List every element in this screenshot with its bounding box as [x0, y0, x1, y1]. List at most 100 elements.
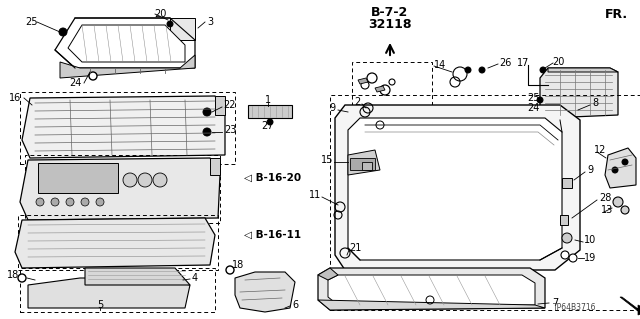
Text: 19: 19 — [584, 253, 596, 263]
Text: 4: 4 — [192, 273, 198, 283]
Text: 11: 11 — [309, 190, 321, 200]
Text: 16: 16 — [9, 93, 21, 103]
Circle shape — [561, 251, 569, 259]
Circle shape — [18, 274, 26, 282]
Polygon shape — [235, 272, 295, 312]
Text: 25: 25 — [26, 17, 38, 27]
Polygon shape — [540, 68, 618, 118]
Polygon shape — [85, 268, 190, 285]
Text: 15: 15 — [321, 155, 333, 165]
Text: 5: 5 — [97, 300, 103, 310]
Polygon shape — [68, 25, 185, 62]
Text: FR.: FR. — [605, 8, 628, 20]
Text: 17: 17 — [517, 58, 529, 68]
Text: 10: 10 — [584, 235, 596, 245]
Polygon shape — [318, 300, 545, 310]
Bar — [20, 92, 235, 164]
Text: 21: 21 — [349, 243, 361, 253]
Polygon shape — [28, 278, 190, 308]
Text: 28: 28 — [599, 193, 611, 203]
Text: 9: 9 — [587, 165, 593, 175]
Bar — [362, 162, 372, 170]
Text: 8: 8 — [592, 98, 598, 108]
Text: 20: 20 — [552, 57, 564, 67]
Text: 27: 27 — [262, 121, 275, 131]
Text: 23: 23 — [224, 125, 236, 135]
Bar — [330, 95, 640, 310]
Text: 12: 12 — [594, 145, 606, 155]
Circle shape — [89, 72, 97, 80]
Polygon shape — [605, 148, 636, 188]
Bar — [350, 158, 375, 170]
Text: 18: 18 — [232, 260, 244, 270]
Circle shape — [562, 233, 572, 243]
Text: 25: 25 — [527, 93, 540, 103]
Polygon shape — [348, 118, 562, 260]
Circle shape — [612, 167, 618, 173]
Polygon shape — [548, 68, 618, 72]
Text: 7: 7 — [552, 298, 558, 308]
Polygon shape — [620, 297, 640, 315]
Polygon shape — [215, 96, 225, 115]
Circle shape — [540, 67, 546, 73]
Circle shape — [203, 128, 211, 136]
Circle shape — [138, 173, 152, 187]
Polygon shape — [60, 55, 195, 78]
Circle shape — [81, 198, 89, 206]
Polygon shape — [335, 105, 580, 270]
Text: 24: 24 — [69, 78, 81, 88]
Text: 22: 22 — [224, 100, 236, 110]
Circle shape — [36, 198, 44, 206]
Polygon shape — [318, 268, 545, 310]
Circle shape — [96, 198, 104, 206]
Text: 1: 1 — [265, 95, 271, 105]
Text: 6: 6 — [292, 300, 298, 310]
Text: TP64B3716: TP64B3716 — [553, 303, 596, 313]
Bar — [562, 178, 572, 188]
Circle shape — [267, 119, 273, 125]
Polygon shape — [248, 105, 292, 118]
Polygon shape — [318, 268, 338, 280]
Text: ◁ B-16-20: ◁ B-16-20 — [244, 173, 301, 183]
Text: B-7-2: B-7-2 — [371, 5, 408, 19]
Polygon shape — [20, 158, 220, 220]
Bar — [25, 155, 220, 223]
Circle shape — [203, 108, 211, 116]
Polygon shape — [328, 275, 535, 305]
Circle shape — [59, 28, 67, 36]
Circle shape — [537, 107, 543, 113]
Polygon shape — [170, 18, 195, 40]
Polygon shape — [22, 96, 225, 158]
Circle shape — [51, 198, 59, 206]
Text: 24: 24 — [527, 103, 539, 113]
Polygon shape — [210, 158, 220, 175]
Circle shape — [465, 67, 471, 73]
Text: 20: 20 — [154, 9, 166, 19]
Text: 9: 9 — [329, 103, 335, 113]
Text: 13: 13 — [601, 205, 613, 215]
Polygon shape — [358, 78, 368, 84]
Circle shape — [537, 97, 543, 103]
Circle shape — [226, 266, 234, 274]
Text: 14: 14 — [434, 60, 446, 70]
Text: 32118: 32118 — [368, 18, 412, 31]
Circle shape — [569, 254, 577, 262]
Polygon shape — [348, 150, 380, 175]
Circle shape — [479, 67, 485, 73]
Polygon shape — [375, 86, 385, 92]
Bar — [560, 215, 568, 225]
Circle shape — [123, 173, 137, 187]
Circle shape — [621, 206, 629, 214]
Circle shape — [66, 198, 74, 206]
Circle shape — [622, 159, 628, 165]
Text: 3: 3 — [207, 17, 213, 27]
Text: 2: 2 — [354, 97, 360, 107]
Bar — [352, 62, 432, 107]
Bar — [20, 268, 215, 312]
Polygon shape — [15, 218, 215, 268]
Circle shape — [153, 173, 167, 187]
Bar — [18, 215, 218, 270]
Text: 18: 18 — [7, 270, 19, 280]
Circle shape — [613, 197, 623, 207]
Text: ◁ B-16-11: ◁ B-16-11 — [244, 230, 301, 240]
